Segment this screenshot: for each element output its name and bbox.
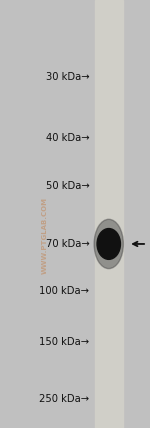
- Text: 40 kDa→: 40 kDa→: [46, 133, 89, 143]
- FancyBboxPatch shape: [94, 0, 123, 428]
- Text: 250 kDa→: 250 kDa→: [39, 394, 89, 404]
- Ellipse shape: [94, 219, 123, 269]
- Text: 150 kDa→: 150 kDa→: [39, 337, 89, 348]
- Text: 100 kDa→: 100 kDa→: [39, 286, 89, 296]
- Ellipse shape: [97, 229, 120, 259]
- Text: WWW.PTGLAB.COM: WWW.PTGLAB.COM: [42, 197, 48, 274]
- Text: 50 kDa→: 50 kDa→: [45, 181, 89, 191]
- Text: 70 kDa→: 70 kDa→: [45, 239, 89, 249]
- Text: 30 kDa→: 30 kDa→: [46, 72, 89, 82]
